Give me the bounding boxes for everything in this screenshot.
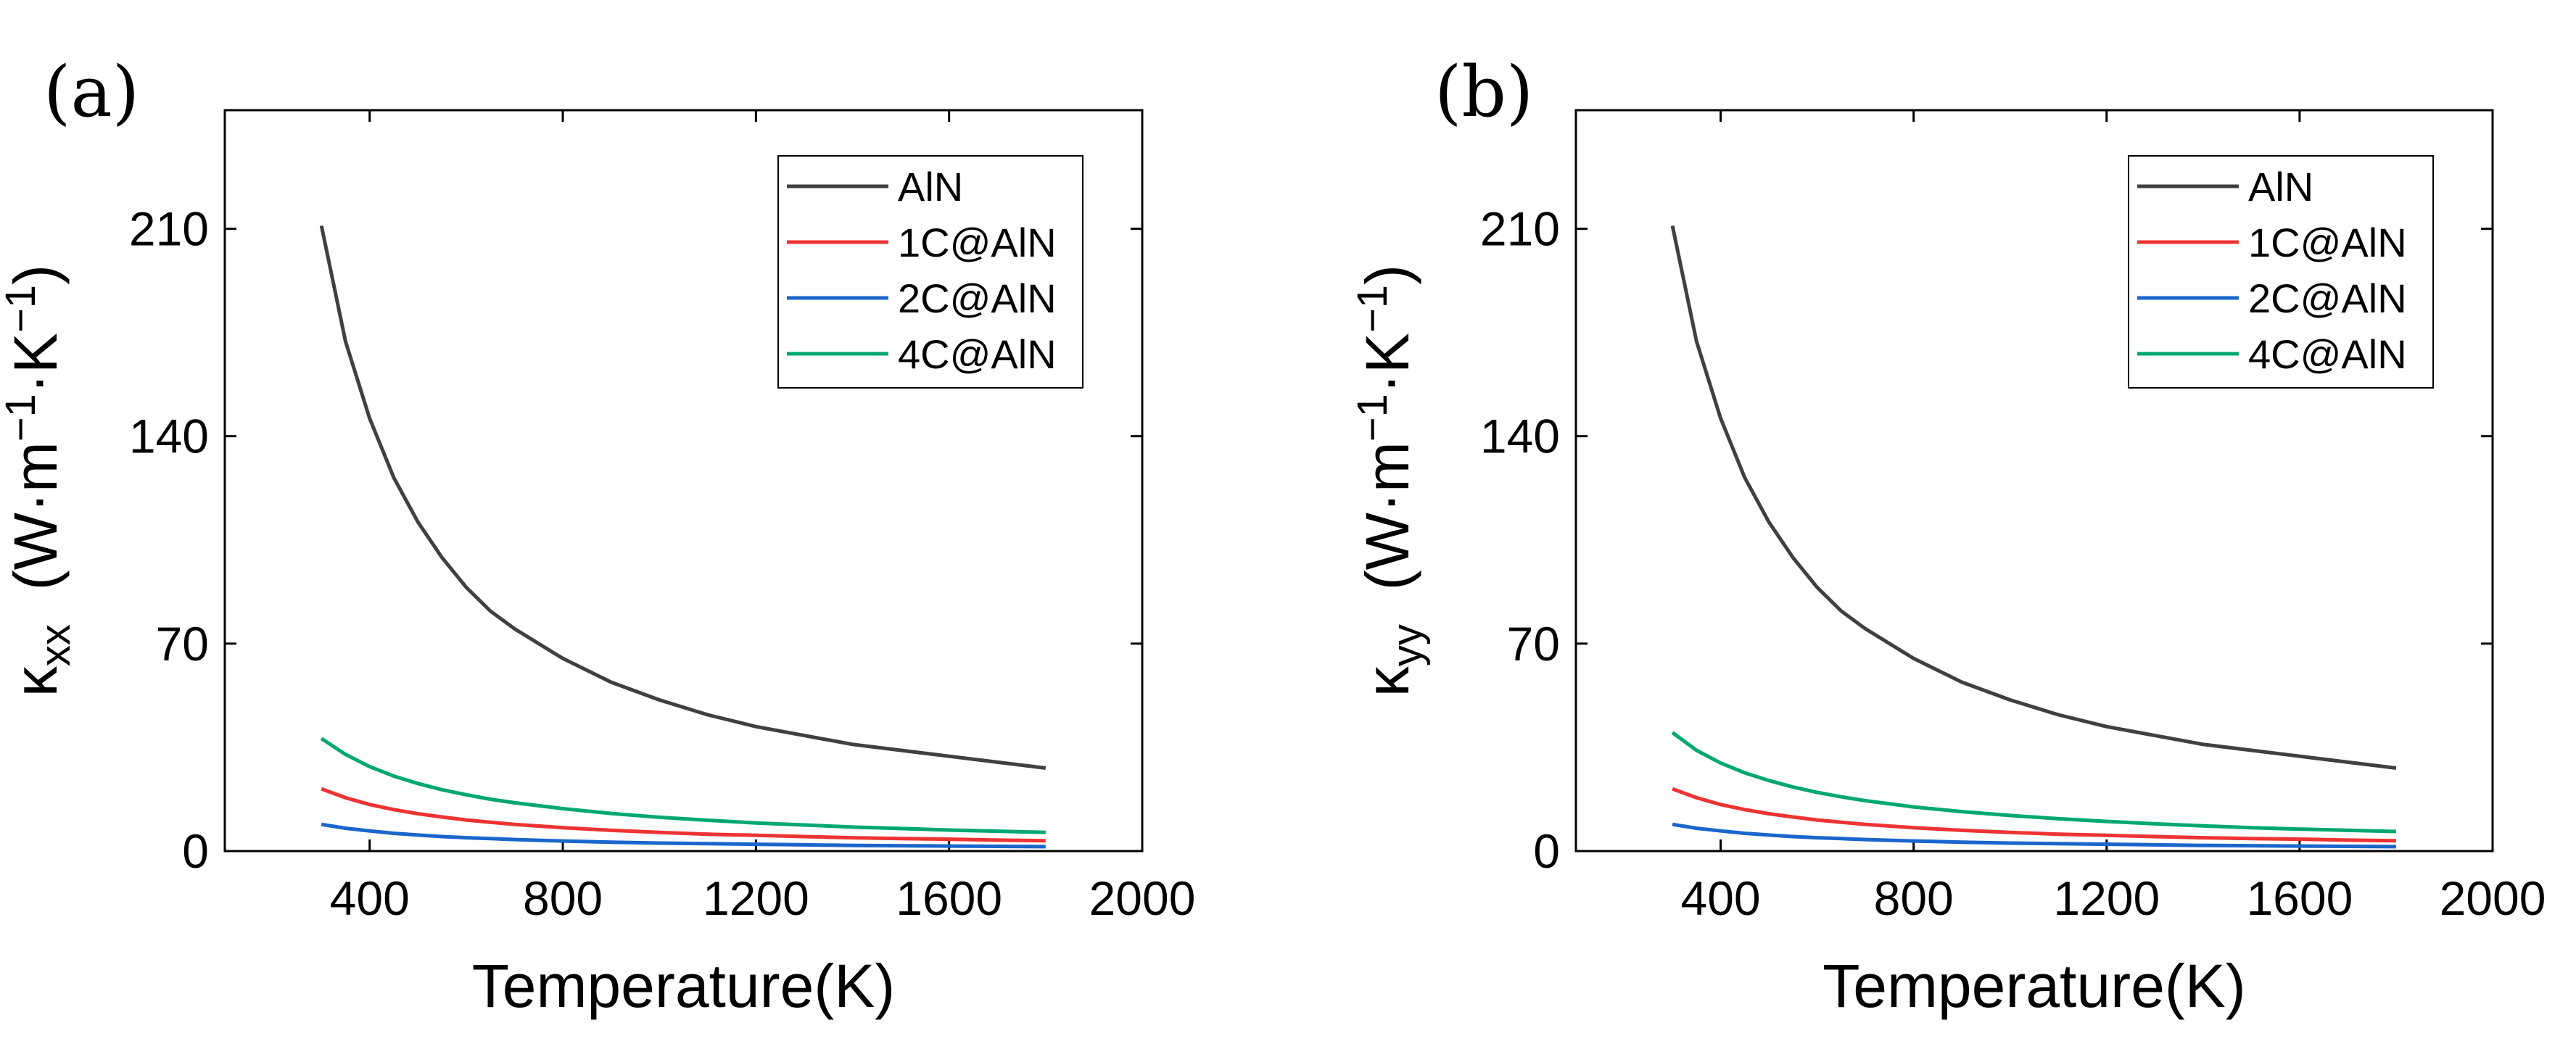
- y-axis-title-close: ): [1353, 265, 1421, 285]
- y-axis-title-close: ): [1, 265, 70, 285]
- x-tick-label: 1200: [2053, 871, 2160, 925]
- series-line-aln: [319, 225, 1046, 770]
- y-axis-title-units: (W·m: [1353, 441, 1421, 624]
- y-axis-title: κxx (W·m−1·K−1): [0, 265, 79, 697]
- y-tick-label: 140: [129, 410, 209, 463]
- x-tick-label: 1600: [2246, 871, 2353, 925]
- legend-label: AlN: [898, 164, 963, 210]
- y-tick-label: 0: [182, 824, 209, 878]
- series-line-2c-at-aln: [321, 822, 1046, 849]
- legend: AlN 1C@AlN 2C@AlN 4C@AlN: [2128, 155, 2434, 389]
- y-axis-title-sub: yy: [1384, 624, 1431, 666]
- panel-label: (a): [44, 51, 139, 133]
- y-tick-label: 140: [1480, 410, 1560, 463]
- legend-label: 4C@AlN: [2248, 331, 2407, 377]
- y-axis-title-sup1: −1: [0, 394, 44, 441]
- series-line-4c-at-aln: [1671, 731, 2396, 834]
- y-axis-title: κyy (W·m−1·K−1): [1349, 265, 1431, 697]
- y-tick-label: 210: [1480, 202, 1560, 256]
- chart-panel-a: (a) 400 800 1200 1600 2000 0 70 140 210 Temperatur…: [0, 51, 1195, 1020]
- y-axis-title-sup1: −1: [1349, 394, 1396, 441]
- series-line-2c-at-aln: [1672, 822, 2396, 849]
- y-tick-label: 70: [1507, 617, 1560, 671]
- x-axis-title: Temperature(K): [472, 952, 896, 1020]
- legend-label: 1C@AlN: [898, 220, 1057, 265]
- y-axis-title-sup2: −1: [1349, 285, 1396, 333]
- legend-label: 2C@AlN: [2248, 275, 2407, 321]
- y-axis-title-units: (W·m: [1, 441, 70, 624]
- y-axis-title-sup2: −1: [0, 285, 44, 333]
- x-tick-label: 400: [1681, 871, 1761, 925]
- y-tick-label: 0: [1533, 824, 1560, 878]
- series-line-4c-at-aln: [320, 737, 1046, 834]
- x-tick-label: 800: [1874, 871, 1954, 925]
- x-tick-label: 2000: [2440, 871, 2546, 925]
- legend-box: [2128, 155, 2434, 389]
- legend-label: 1C@AlN: [2248, 220, 2407, 265]
- y-axis-title-symbol: κ: [1353, 665, 1421, 697]
- y-axis-title-mid: ·K: [1, 333, 70, 394]
- y-tick-label: 70: [156, 617, 209, 671]
- x-tick-label: 400: [330, 871, 410, 925]
- y-axis-title-mid: ·K: [1353, 333, 1421, 394]
- panel-label: (b): [1434, 51, 1533, 133]
- legend-label: 2C@AlN: [898, 275, 1057, 321]
- x-tick-label: 800: [523, 871, 603, 925]
- y-axis-title-symbol: κ: [1, 665, 70, 697]
- plot-frame: [1574, 109, 2494, 853]
- legend-label: AlN: [2248, 164, 2313, 210]
- legend-label: 4C@AlN: [898, 331, 1057, 377]
- x-axis-title: Temperature(K): [1822, 952, 2246, 1020]
- y-tick-label: 210: [129, 202, 209, 256]
- x-tick-label: 1200: [703, 871, 809, 925]
- x-tick-label: 2000: [1089, 871, 1196, 925]
- x-tick-label: 1600: [896, 871, 1002, 925]
- chart-panel-b: (b) 400 800 1200 1600 2000 0 70 140 210 Temperatur…: [1349, 51, 2546, 1020]
- series-line-1c-at-aln: [321, 787, 1046, 843]
- legend: AlN 1C@AlN 2C@AlN 4C@AlN: [777, 155, 1083, 389]
- legend-box: [777, 155, 1083, 389]
- series-line-aln: [1670, 225, 2397, 770]
- y-axis-title-sub: xx: [32, 624, 79, 666]
- plot-frame: [223, 109, 1144, 853]
- series-line-1c-at-aln: [1672, 787, 2396, 843]
